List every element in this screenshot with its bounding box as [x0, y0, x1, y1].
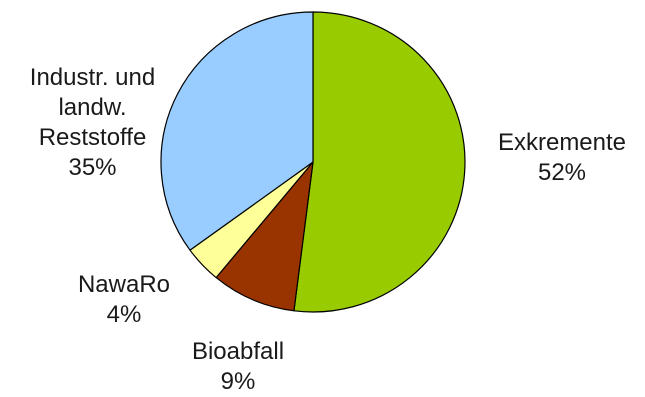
label-bioabfall-percent: 9%: [220, 368, 256, 395]
label-bioabfall-name: Bioabfall: [191, 338, 285, 365]
pie-slices: [160, 11, 466, 313]
label-reststoffe-line-1: Industr. und: [29, 64, 156, 91]
label-exkremente-percent: 52%: [537, 159, 587, 186]
label-reststoffe-line-2: landw.: [58, 94, 127, 121]
pie-slice-exkremente: [293, 11, 466, 313]
label-bioabfall: Bioabfall 9%: [163, 337, 313, 397]
label-reststoffe-percent: 35%: [68, 154, 117, 181]
label-exkremente: Exkremente 52%: [472, 128, 645, 188]
label-exkremente-name: Exkremente: [497, 129, 627, 156]
pie-slice-industr-und-landw-reststoffe: [160, 11, 314, 251]
label-nawaro-percent: 4%: [106, 301, 142, 328]
label-nawaro-name: NawaRo: [77, 271, 171, 298]
pie-slice-bioabfall: [215, 161, 314, 312]
label-nawaro: NawaRo 4%: [54, 270, 194, 330]
label-reststoffe: Industr. und landw. Reststoffe 35%: [0, 63, 185, 183]
label-reststoffe-line-3: Reststoffe: [38, 124, 147, 151]
